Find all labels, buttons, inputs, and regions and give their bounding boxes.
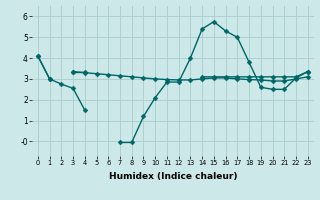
X-axis label: Humidex (Indice chaleur): Humidex (Indice chaleur) [108, 172, 237, 181]
